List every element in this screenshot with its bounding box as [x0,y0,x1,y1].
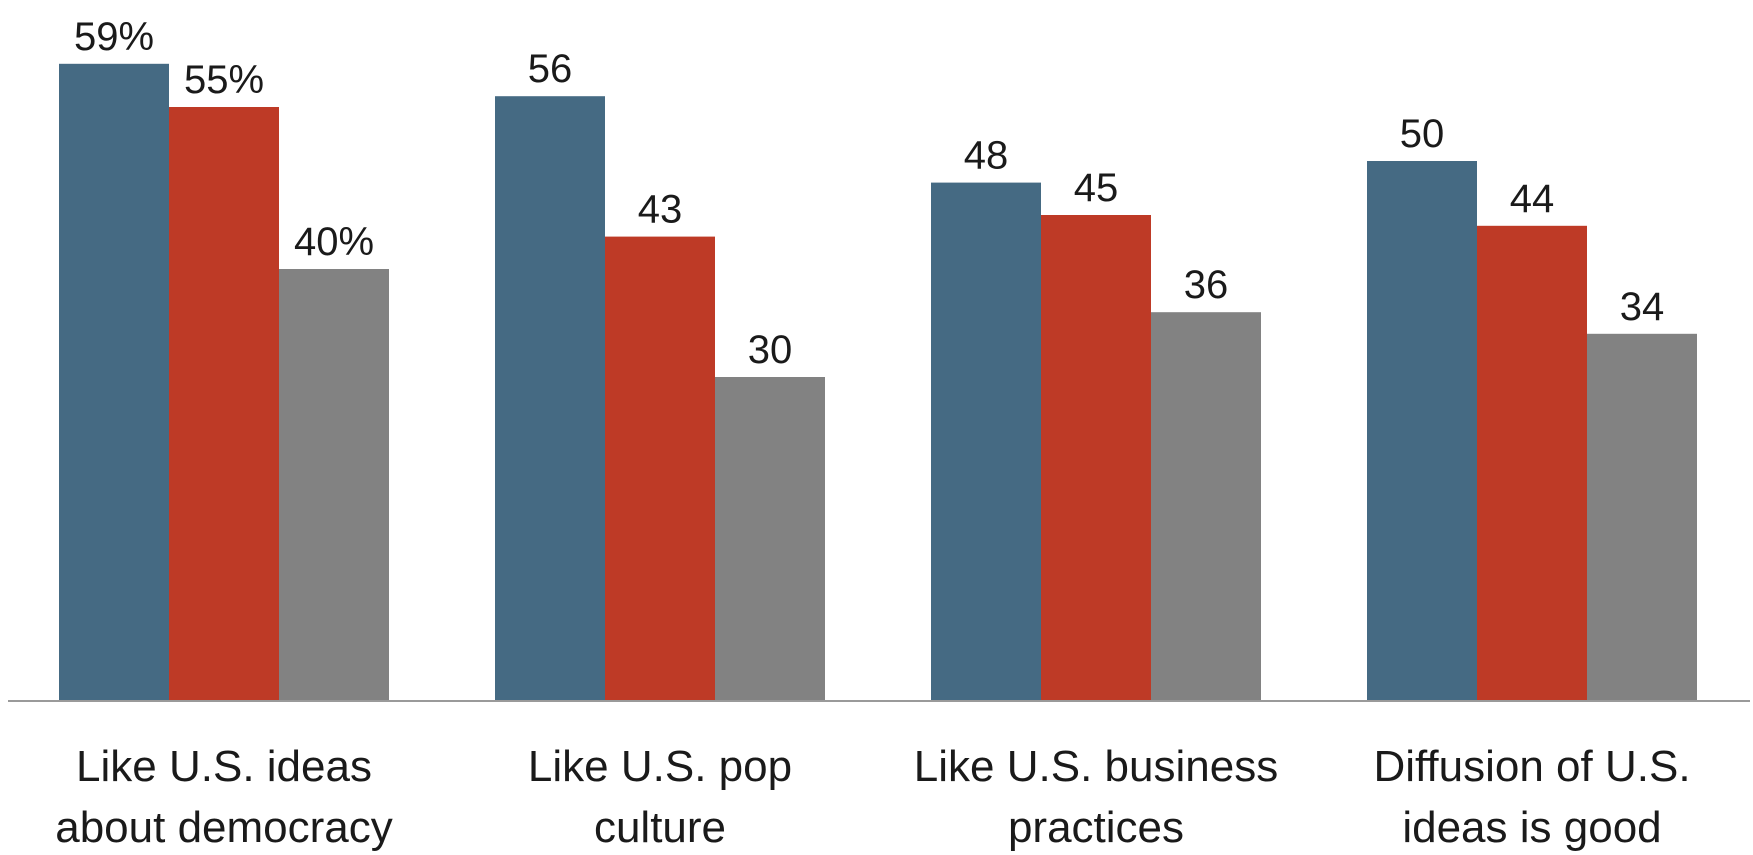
bar-1-1 [59,63,169,702]
bars-group [59,63,1697,702]
bar-value-label: 50 [1400,112,1445,156]
bar-value-label: 56 [528,47,573,91]
category-label: about democracy [55,803,393,852]
category-labels-group: Like U.S. ideas about democracy Like U.S. … [55,742,1690,852]
bar-value-label: 40% [294,220,374,264]
category-label: culture [594,803,726,852]
category-label: ideas is good [1402,803,1661,852]
category-label: Like U.S. business [914,742,1278,791]
category-label: practices [1008,803,1184,852]
bar-value-label: 36 [1184,263,1229,307]
bar-2-2 [605,236,715,701]
bar-value-label: 45 [1074,166,1119,210]
bar-1-3 [279,269,389,701]
bar-value-label: 30 [748,328,793,372]
bar-3-3 [1151,312,1261,701]
bar-3-2 [1041,215,1151,701]
bar-value-label: 44 [1510,177,1555,221]
bar-3-1 [931,182,1041,702]
category-label: Diffusion of U.S. [1373,742,1690,791]
value-labels-group: 59% 55% 40% 56 43 30 48 45 36 50 44 34 [74,15,1664,372]
bar-4-2 [1477,225,1587,702]
bar-value-label: 59% [74,15,154,59]
bar-4-1 [1367,161,1477,701]
category-label: Like U.S. ideas [76,742,372,791]
bar-value-label: 48 [964,134,1009,178]
bar-1-2 [169,107,279,701]
bar-2-1 [495,96,605,701]
bar-2-3 [715,377,825,701]
bar-4-3 [1587,333,1697,701]
bar-value-label: 34 [1620,285,1665,329]
category-label: Like U.S. pop [528,742,792,791]
bar-value-label: 43 [638,188,683,232]
bar-value-label: 55% [184,58,264,102]
